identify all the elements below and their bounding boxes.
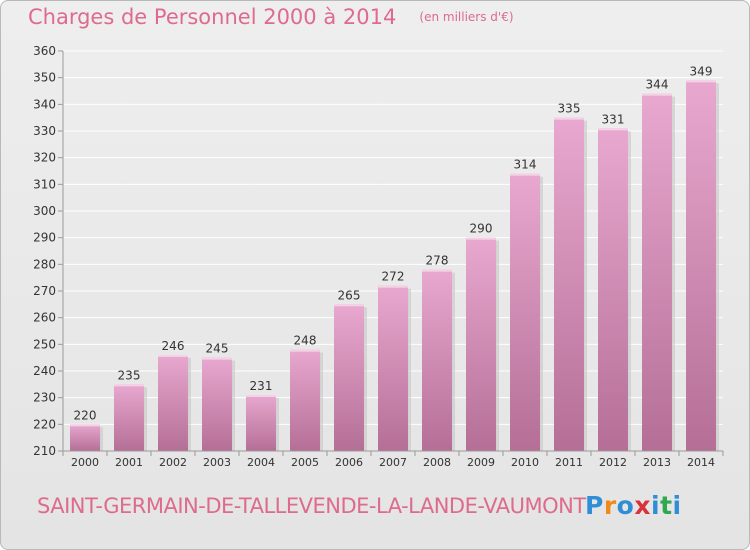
bar — [70, 424, 100, 451]
x-tick-label: 2006 — [335, 456, 363, 469]
data-label: 248 — [294, 334, 317, 348]
bar-highlight — [290, 349, 320, 352]
x-tick-label: 2014 — [687, 456, 715, 469]
logo-letter: t — [660, 491, 673, 520]
chart-title: Charges de Personnel 2000 à 2014 — [28, 5, 397, 29]
bar-highlight — [70, 424, 100, 427]
bar — [202, 357, 232, 451]
data-label: 246 — [162, 339, 185, 353]
x-tick-label: 2003 — [203, 456, 231, 469]
bar-chart: 210 220 230 240 250 260 270 280 290 300 310 320 330 3… — [33, 44, 724, 469]
x-tick-label: 2011 — [555, 456, 583, 469]
data-label: 265 — [338, 288, 361, 302]
bar — [598, 128, 628, 451]
x-tick-label: 2009 — [467, 456, 495, 469]
data-label: 331 — [602, 112, 625, 126]
bar — [642, 93, 672, 452]
bar — [554, 117, 584, 452]
bar-highlight — [114, 384, 144, 387]
data-label: 349 — [690, 64, 713, 78]
bar-highlight — [202, 357, 232, 360]
bar-highlight — [554, 117, 584, 120]
y-tick-label: 340 — [33, 97, 56, 111]
x-tick-label: 2012 — [599, 456, 627, 469]
bar — [422, 269, 452, 451]
data-label: 245 — [206, 342, 229, 356]
bar-highlight — [158, 355, 188, 357]
bar-highlight — [378, 285, 408, 288]
bar-highlight — [686, 80, 716, 83]
bar-highlight — [598, 128, 628, 131]
bar — [158, 355, 188, 451]
x-tick-label: 2010 — [511, 456, 539, 469]
bar-highlight — [510, 173, 540, 176]
bar — [510, 173, 540, 451]
chart-subtitle: (en milliers d'€) — [419, 10, 514, 24]
bar — [466, 237, 496, 451]
y-tick-label: 350 — [33, 71, 56, 85]
data-label: 290 — [470, 222, 493, 236]
data-label: 278 — [426, 254, 449, 268]
bar-highlight — [246, 395, 276, 397]
data-label: 235 — [118, 368, 141, 382]
town-name: SAINT-GERMAIN-DE-TALLEVENDE-LA-LANDE-VAU… — [37, 494, 586, 518]
proxiti-logo[interactable]: Proxiti — [585, 491, 682, 520]
x-tick-label: 2008 — [423, 456, 451, 469]
y-tick-label: 300 — [33, 204, 56, 218]
bar-highlight — [642, 93, 672, 96]
bar — [686, 80, 716, 451]
logo-letter: P — [585, 491, 604, 520]
y-tick-label: 260 — [33, 311, 56, 325]
y-tick-label: 240 — [33, 364, 56, 378]
x-tick-label: 2004 — [247, 456, 275, 469]
logo-letter: x — [634, 491, 651, 520]
x-tick-label: 2005 — [291, 456, 319, 469]
logo-letter: i — [672, 491, 682, 520]
bars — [70, 80, 719, 452]
data-label: 335 — [558, 102, 581, 116]
title-block: Charges de Personnel 2000 à 2014 (en mil… — [28, 5, 514, 29]
data-label: 220 — [74, 408, 97, 422]
y-tick-label: 320 — [33, 151, 56, 165]
bar — [378, 285, 408, 451]
data-label: 272 — [382, 270, 405, 284]
logo-letter: o — [616, 491, 635, 520]
bar — [246, 395, 276, 451]
bar — [290, 349, 320, 451]
data-label: 231 — [250, 379, 273, 393]
y-tick-label: 230 — [33, 391, 56, 405]
data-label: 314 — [514, 158, 537, 172]
logo-letter: i — [651, 491, 661, 520]
bar-highlight — [466, 237, 496, 240]
x-tick-label: 2007 — [379, 456, 407, 469]
y-tick-label: 280 — [33, 257, 56, 271]
y-tick-label: 290 — [33, 231, 56, 245]
y-tick-label: 310 — [33, 177, 56, 191]
x-tick-label: 2002 — [159, 456, 187, 469]
y-tick-label: 220 — [33, 417, 56, 431]
x-tick-label: 2000 — [71, 456, 99, 469]
y-tick-label: 270 — [33, 284, 56, 298]
data-labels: 220 235 246 245 231 248 265 272 278 290 314 335 331 3… — [74, 64, 713, 422]
bar — [334, 304, 364, 451]
bar-highlight — [422, 269, 452, 272]
y-tick-label: 330 — [33, 124, 56, 138]
bar-highlight — [334, 304, 364, 307]
x-tick-label: 2013 — [643, 456, 671, 469]
bar — [114, 384, 144, 451]
y-axis-ticks: 210 220 230 240 250 260 270 280 290 300 310 320 330 3… — [33, 44, 63, 458]
y-tick-label: 210 — [33, 444, 56, 458]
x-axis-ticks: 2000 2001 2002 2003 2004 2005 2006 2007 2008 2009… — [62, 451, 724, 469]
logo-letter: r — [603, 491, 617, 520]
y-tick-label: 250 — [33, 337, 56, 351]
y-tick-label: 360 — [33, 44, 56, 58]
x-tick-label: 2001 — [115, 456, 143, 469]
data-label: 344 — [646, 78, 669, 92]
